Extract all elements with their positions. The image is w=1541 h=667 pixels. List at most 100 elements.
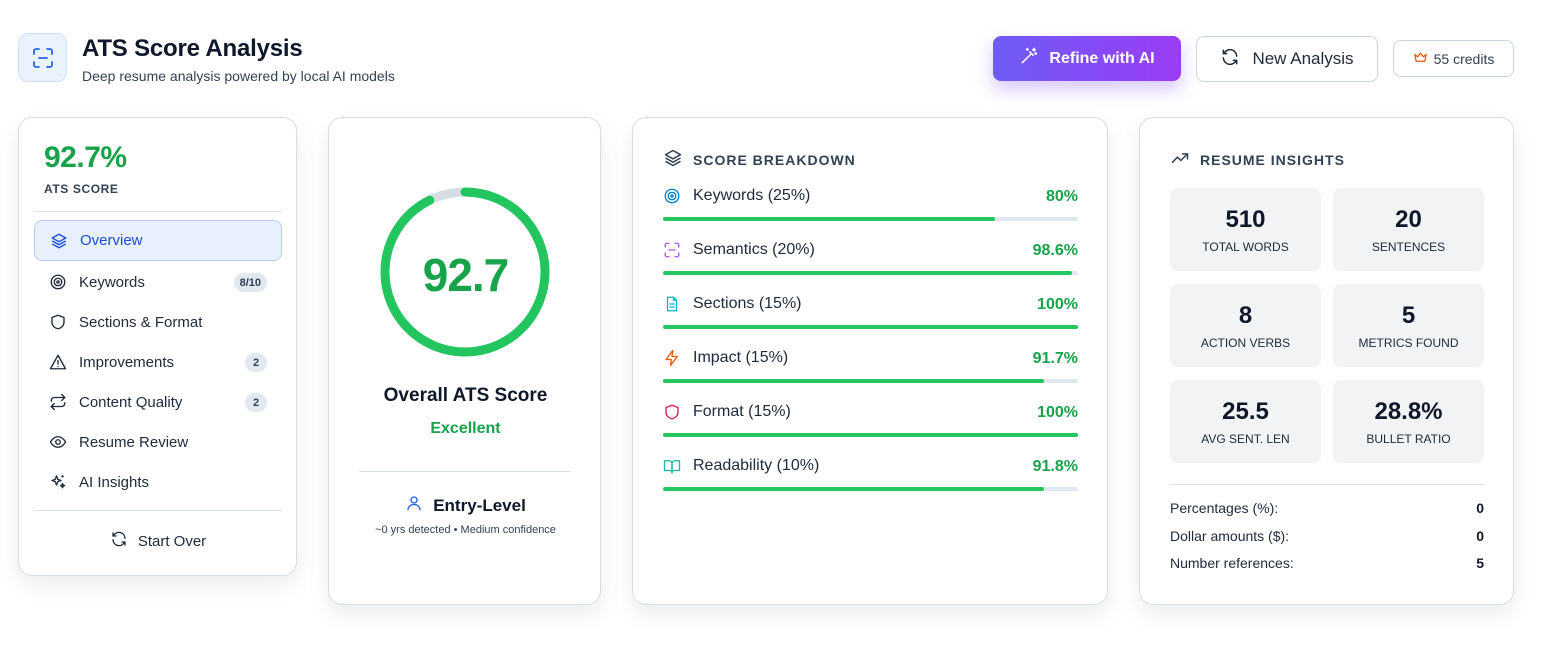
breakdown-value: 98.6% bbox=[1032, 242, 1078, 259]
improvements-badge: 2 bbox=[245, 353, 267, 372]
breakdown-row-format: Format (15%) 100% bbox=[663, 401, 1078, 455]
score-ring-progress bbox=[380, 187, 550, 357]
lightning-icon bbox=[663, 349, 681, 367]
breakdown-label: Sections (15%) bbox=[693, 295, 802, 312]
overall-score-label: Overall ATS Score bbox=[383, 385, 548, 406]
stat-label: METRICS FOUND bbox=[1358, 335, 1459, 350]
progress-fill bbox=[663, 433, 1078, 437]
overall-score-card: 92.7 Overall ATS Score Excellent Entry-L… bbox=[328, 117, 601, 605]
sidebar-item-overview[interactable]: Overview bbox=[34, 220, 282, 261]
ref-value: 0 bbox=[1476, 500, 1484, 516]
ref-row-percentages: Percentages (%): 0 bbox=[1170, 500, 1484, 528]
sidebar-item-improvements[interactable]: Improvements 2 bbox=[34, 342, 282, 382]
stat-label: SENTENCES bbox=[1371, 239, 1446, 254]
refresh-icon bbox=[110, 530, 128, 552]
breakdown-row-readability: Readability (10%) 91.8% bbox=[663, 455, 1078, 509]
stat-value: 25.5 bbox=[1222, 397, 1269, 425]
sidebar-item-keywords[interactable]: Keywords 8/10 bbox=[34, 262, 282, 302]
breakdown-row-impact: Impact (15%) 91.7% bbox=[663, 347, 1078, 401]
start-over-button[interactable]: Start Over bbox=[34, 525, 282, 557]
stat-value: 510 bbox=[1225, 205, 1266, 233]
sparkles-icon bbox=[49, 473, 67, 491]
page-subtitle: Deep resume analysis powered by local AI… bbox=[82, 68, 395, 84]
breakdown-value: 91.8% bbox=[1032, 458, 1078, 475]
layers-icon bbox=[663, 148, 683, 171]
divider bbox=[359, 471, 571, 472]
breakdown-value: 91.7% bbox=[1032, 350, 1078, 367]
book-icon bbox=[663, 457, 681, 475]
progress-fill bbox=[663, 217, 995, 221]
stat-action-verbs: 8 ACTION VERBS bbox=[1170, 284, 1321, 367]
sidebar-item-label: AI Insights bbox=[79, 473, 150, 491]
breakdown-rows: Keywords (25%) 80% Semantics (20%) 98.6%… bbox=[663, 185, 1078, 509]
breakdown-value: 80% bbox=[1045, 188, 1078, 205]
eye-icon bbox=[49, 433, 67, 451]
document-icon bbox=[663, 295, 681, 313]
page-title: ATS Score Analysis bbox=[82, 35, 303, 62]
divider bbox=[1170, 484, 1484, 485]
divider bbox=[34, 211, 282, 212]
breakdown-label: Semantics (20%) bbox=[693, 241, 815, 258]
stat-label: TOTAL WORDS bbox=[1202, 239, 1289, 254]
stat-sentences: 20 SENTENCES bbox=[1333, 188, 1484, 271]
new-analysis-label: New Analysis bbox=[1252, 49, 1354, 68]
score-breakdown-heading: SCORE BREAKDOWN bbox=[663, 148, 856, 171]
ref-label: Number references: bbox=[1170, 555, 1294, 571]
stat-value: 20 bbox=[1395, 205, 1422, 233]
progress-fill bbox=[663, 487, 1044, 491]
sidebar-item-label: Resume Review bbox=[79, 433, 189, 451]
warning-icon bbox=[49, 353, 67, 371]
stat-metrics-found: 5 METRICS FOUND bbox=[1333, 284, 1484, 367]
progress-fill bbox=[663, 325, 1078, 329]
stat-value: 28.8% bbox=[1374, 397, 1443, 425]
sidebar-item-resume-review[interactable]: Resume Review bbox=[34, 422, 282, 462]
stat-total-words: 510 TOTAL WORDS bbox=[1170, 188, 1321, 271]
stat-value: 5 bbox=[1401, 301, 1416, 329]
scan-icon bbox=[663, 241, 681, 259]
breakdown-row-keywords: Keywords (25%) 80% bbox=[663, 185, 1078, 239]
breakdown-row-semantics: Semantics (20%) 98.6% bbox=[663, 239, 1078, 293]
experience-meta: ~0 yrs detected • Medium confidence bbox=[375, 524, 556, 536]
breakdown-label: Format (15%) bbox=[693, 403, 791, 420]
content-quality-badge: 2 bbox=[245, 393, 267, 412]
experience-level: Entry-Level bbox=[329, 494, 602, 517]
stat-label: BULLET RATIO bbox=[1366, 431, 1451, 446]
shield-icon bbox=[663, 403, 681, 421]
layers-icon bbox=[50, 232, 68, 250]
ref-label: Percentages (%): bbox=[1170, 500, 1279, 516]
ref-row-number-references: Number references: 5 bbox=[1170, 555, 1484, 583]
experience-level-label: Entry-Level bbox=[433, 495, 526, 515]
new-analysis-button[interactable]: New Analysis bbox=[1196, 36, 1378, 82]
stat-value: 8 bbox=[1238, 301, 1253, 329]
ref-row-dollar-amounts: Dollar amounts ($): 0 bbox=[1170, 528, 1484, 556]
progress-track bbox=[663, 325, 1078, 329]
number-references: Percentages (%): 0 Dollar amounts ($): 0 N… bbox=[1170, 500, 1484, 583]
shield-icon bbox=[49, 313, 67, 331]
progress-track bbox=[663, 433, 1078, 437]
refine-with-ai-button[interactable]: Refine with AI bbox=[993, 36, 1181, 81]
sidebar-item-label: Sections & Format bbox=[79, 313, 203, 331]
sidebar-item-content-quality[interactable]: Content Quality 2 bbox=[34, 382, 282, 422]
refine-label: Refine with AI bbox=[1049, 49, 1155, 67]
sidebar-item-label: Keywords bbox=[79, 273, 145, 291]
scan-icon bbox=[18, 33, 67, 82]
breakdown-value: 100% bbox=[1037, 296, 1078, 313]
resume-insights-card: RESUME INSIGHTS 510 TOTAL WORDS 20 SENTENC… bbox=[1139, 117, 1514, 605]
page-header: ATS Score Analysis Deep resume analysis … bbox=[18, 33, 1518, 93]
resume-insights-title: RESUME INSIGHTS bbox=[1200, 151, 1345, 168]
stat-label: AVG SENT. LEN bbox=[1201, 431, 1290, 446]
credits-badge[interactable]: 55 credits bbox=[1393, 40, 1514, 77]
breakdown-row-sections: Sections (15%) 100% bbox=[663, 293, 1078, 347]
stats-grid: 510 TOTAL WORDS 20 SENTENCES 8 ACTION VERBS… bbox=[1170, 188, 1484, 463]
start-over-label: Start Over bbox=[137, 532, 207, 550]
credits-label: 55 credits bbox=[1433, 50, 1495, 67]
progress-track bbox=[663, 487, 1078, 491]
ref-label: Dollar amounts ($): bbox=[1170, 527, 1290, 544]
sidebar-item-sections-format[interactable]: Sections & Format bbox=[34, 302, 282, 342]
breakdown-label: Impact (15%) bbox=[693, 349, 789, 366]
sidebar-item-ai-insights[interactable]: AI Insights bbox=[34, 462, 282, 502]
keywords-badge: 8/10 bbox=[233, 273, 267, 292]
score-breakdown-card: SCORE BREAKDOWN Keywords (25%) 80% Seman… bbox=[632, 117, 1108, 605]
progress-fill bbox=[663, 379, 1044, 383]
stat-avg-sentence-length: 25.5 AVG SENT. LEN bbox=[1170, 380, 1321, 463]
